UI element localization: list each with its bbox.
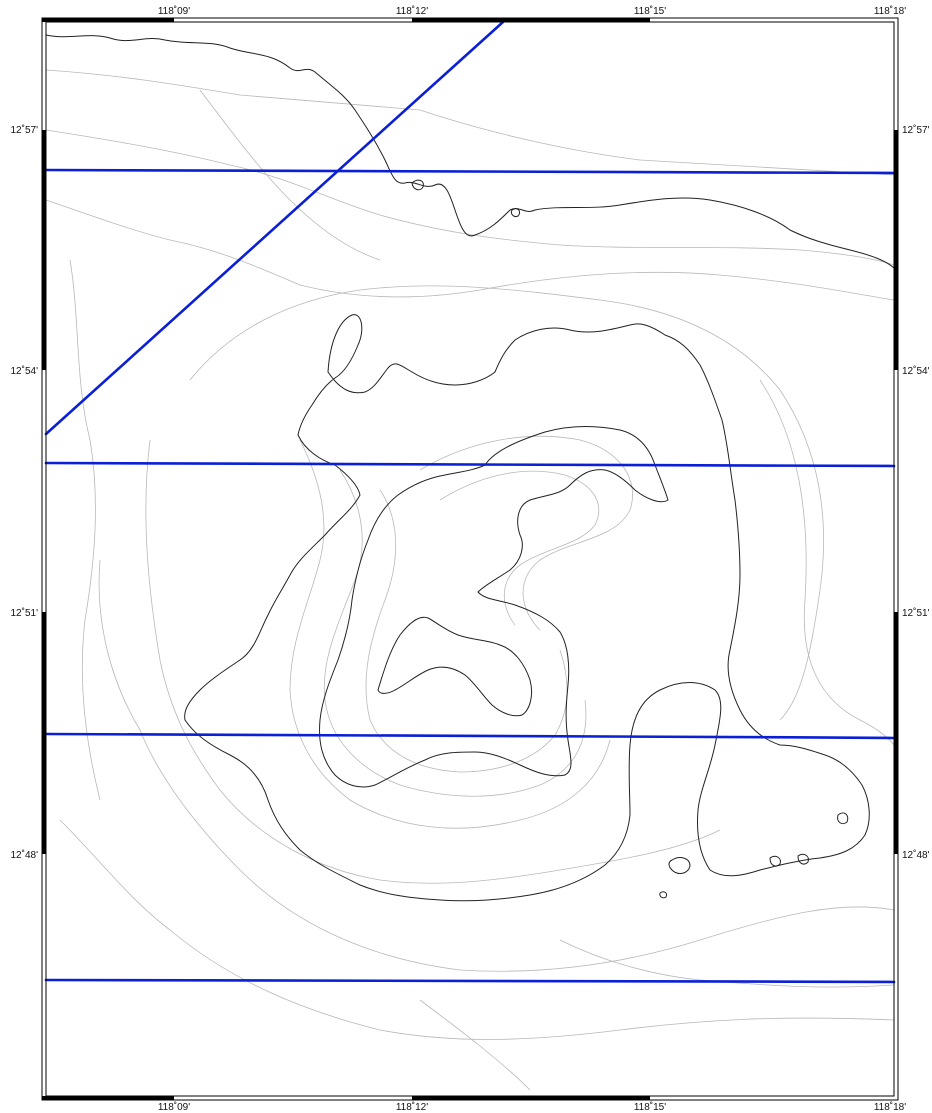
contour-line	[419, 999, 531, 1091]
contour-line	[199, 89, 381, 261]
lat-label: 12˚57'	[902, 124, 930, 136]
contour-line	[668, 857, 691, 874]
left-latitude-labels: 12˚57' 12˚54' 12˚51' 12˚48'	[11, 124, 39, 861]
major-contours	[45, 34, 895, 902]
lon-label: 118˚12'	[396, 1101, 428, 1113]
lon-label: 118˚09'	[158, 1101, 190, 1113]
map-area	[46, 22, 894, 1096]
lon-label: 118˚15'	[634, 5, 666, 17]
contour-line	[559, 939, 895, 988]
contour-line	[45, 69, 895, 176]
frame-bar	[42, 1096, 174, 1100]
lat-label: 12˚48'	[11, 849, 39, 861]
frame-bar	[894, 130, 898, 370]
frame-bar	[894, 612, 898, 854]
lon-label: 118˚09'	[158, 5, 190, 17]
survey-tracks	[44, 20, 896, 984]
lat-label: 12˚54'	[11, 365, 39, 377]
frame-bar	[42, 130, 46, 370]
contour-line	[289, 439, 611, 829]
frame-bar	[412, 1096, 650, 1100]
track-line	[44, 732, 896, 740]
track-line	[44, 978, 896, 984]
contour-line	[511, 208, 521, 217]
frame-bar	[42, 612, 46, 854]
contour-line	[69, 259, 101, 801]
right-latitude-labels: 12˚57' 12˚54' 12˚51' 12˚48'	[902, 124, 930, 861]
contour-line	[59, 819, 895, 1040]
contour-line	[759, 379, 895, 746]
lat-label: 12˚57'	[11, 124, 39, 136]
contour-line	[769, 855, 781, 867]
contour-line	[45, 34, 895, 269]
track-line	[44, 461, 896, 468]
contour-line	[45, 199, 895, 301]
contour-line	[189, 285, 824, 721]
map-frame	[41, 17, 899, 1101]
contour-line	[184, 314, 870, 902]
contour-line	[145, 439, 721, 884]
track-line	[44, 20, 505, 436]
contour-line	[439, 470, 600, 626]
contour-line	[419, 435, 633, 631]
lat-label: 12˚51'	[902, 607, 930, 619]
lon-label: 118˚18'	[874, 5, 906, 17]
contour-line	[319, 425, 669, 788]
lon-label: 118˚12'	[396, 5, 428, 17]
contour-line	[797, 853, 809, 865]
contour-line	[45, 129, 895, 266]
bottom-longitude-labels: 118˚09' 118˚12' 118˚15' 118˚18'	[158, 1101, 906, 1113]
contour-line	[98, 559, 895, 972]
lat-label: 12˚48'	[902, 849, 930, 861]
track-line	[44, 168, 896, 175]
frame-bar	[412, 18, 650, 22]
contour-line	[837, 812, 849, 825]
lat-label: 12˚54'	[902, 365, 930, 377]
contour-line	[365, 489, 568, 773]
top-longitude-labels: 118˚09' 118˚12' 118˚15' 118˚18'	[158, 5, 906, 17]
contour-line	[377, 616, 533, 717]
minor-contours	[45, 69, 895, 1091]
lon-label: 118˚18'	[874, 1101, 906, 1113]
contour-line	[411, 179, 424, 191]
frame-bar	[42, 18, 174, 22]
lon-label: 118˚15'	[634, 1101, 666, 1113]
lat-label: 12˚51'	[11, 607, 39, 619]
contour-line	[659, 891, 667, 899]
